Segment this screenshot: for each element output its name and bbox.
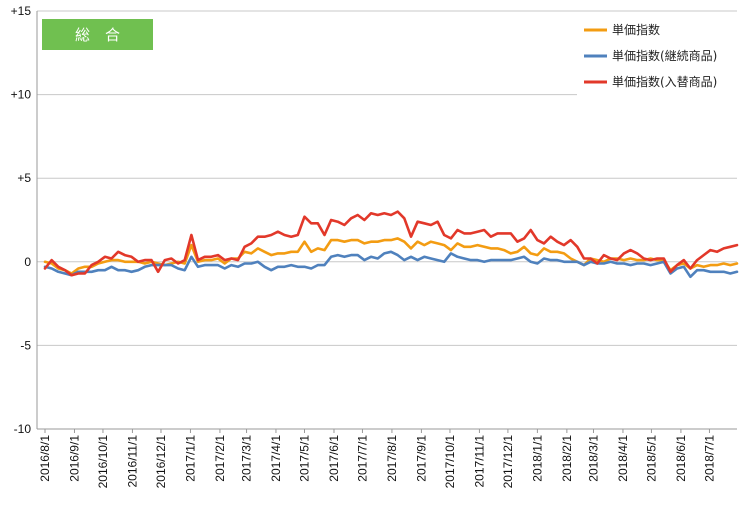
x-tick-label: 2018/6/1	[674, 435, 688, 482]
x-axis-tick-labels: 2016/8/1 2016/9/1 2016/10/1 2016/11/1 2016/1…	[38, 429, 716, 488]
x-tick-label: 2017/6/1	[327, 435, 341, 482]
x-tick-label: 2017/9/1	[414, 435, 428, 482]
legend-entry-label: 単価指数(入替商品)	[612, 74, 717, 89]
x-tick-label: 2017/10/1	[443, 435, 457, 489]
series-line-2	[43, 210, 739, 277]
x-tick-label: 2016/8/1	[38, 435, 52, 482]
x-tick-label: 2017/2/1	[213, 435, 227, 482]
x-tick-label: 2017/4/1	[269, 435, 283, 482]
series-lines	[43, 210, 739, 279]
x-tick-label: 2018/2/1	[560, 435, 574, 482]
x-tick-label: 2017/5/1	[298, 435, 312, 482]
x-tick-label: 2017/7/1	[355, 435, 369, 482]
badge-label: 総 合	[75, 26, 120, 44]
y-tick-label: 0	[24, 255, 31, 269]
y-axis-tick-labels: +15 +10 +5 0 -5 -10	[11, 4, 32, 436]
x-tick-label: 2018/4/1	[616, 435, 630, 482]
y-tick-label: +15	[11, 4, 32, 18]
x-tick-label: 2018/5/1	[644, 435, 658, 482]
x-tick-label: 2017/11/1	[472, 435, 486, 488]
x-tick-label: 2016/12/1	[154, 435, 168, 489]
x-tick-label: 2017/12/1	[501, 435, 515, 489]
y-tick-label: +5	[17, 171, 31, 185]
legend-entry-label: 単価指数	[612, 22, 660, 37]
x-tick-label: 2017/1/1	[183, 435, 197, 482]
legend-entry-label: 単価指数(継続商品)	[612, 48, 717, 63]
chart-badge: 総 合	[42, 19, 153, 50]
x-tick-label: 2016/10/1	[96, 435, 110, 489]
badge-background	[42, 19, 153, 50]
y-tick-label: +10	[11, 88, 32, 102]
x-tick-label: 2016/9/1	[67, 435, 81, 482]
x-tick-label: 2018/3/1	[586, 435, 600, 482]
series-line-1	[43, 250, 739, 279]
x-tick-label: 2018/1/1	[530, 435, 544, 482]
x-tick-label: 2018/7/1	[702, 435, 716, 482]
x-tick-label: 2017/8/1	[385, 435, 399, 482]
y-tick-label: -10	[14, 422, 32, 436]
y-tick-label: -5	[20, 338, 31, 352]
x-tick-label: 2016/11/1	[125, 435, 139, 488]
x-tick-label: 2017/3/1	[240, 435, 254, 482]
